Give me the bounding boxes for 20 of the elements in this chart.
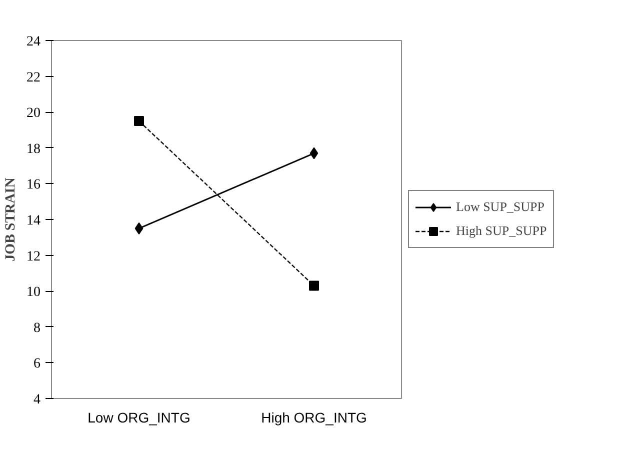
y-axis-title: JOB STRAIN [4, 178, 18, 262]
legend-label: Low SUP_SUPP [456, 199, 545, 215]
y-tick-label: 18 [26, 142, 40, 157]
x-tick-label: High ORG_INTG [261, 410, 367, 426]
x-tick-label: Low ORG_INTG [88, 410, 190, 426]
y-tick-label: 16 [26, 178, 40, 193]
y-tick-label: 14 [26, 214, 40, 228]
y-tick-label: 20 [26, 106, 40, 122]
y-tick-label: 24 [26, 34, 40, 50]
y-tick-label: 4 [34, 392, 40, 408]
y-tick-label: 6 [34, 356, 40, 372]
y-tick-label: 8 [34, 320, 40, 336]
y-tick-label: 12 [26, 249, 40, 264]
legend-label: High SUP_SUPP [456, 223, 547, 239]
point [134, 116, 144, 126]
point [310, 147, 318, 160]
point [309, 280, 319, 291]
point [134, 222, 144, 234]
y-tick-label: 10 [26, 285, 40, 300]
y-tick-label: 22 [26, 70, 40, 86]
